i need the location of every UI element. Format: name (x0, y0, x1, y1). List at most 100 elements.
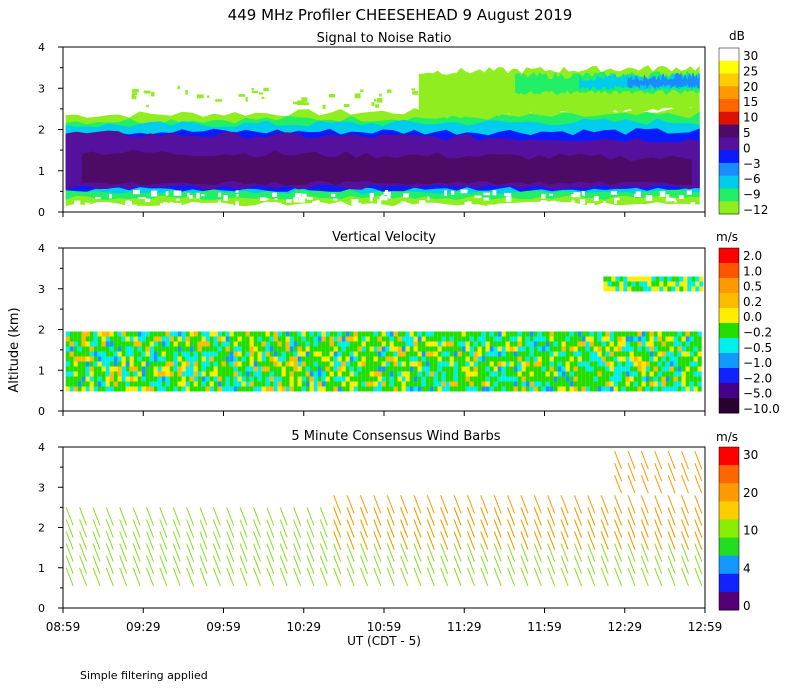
vv-cell (233, 361, 238, 367)
vv-cell (437, 336, 442, 342)
vv-cell (611, 281, 616, 287)
vv-cell (433, 371, 438, 377)
vv-cell (501, 386, 506, 392)
vv-cell (601, 366, 606, 372)
vv-cell (537, 346, 542, 352)
vv-cell (89, 366, 94, 372)
vv-cell (637, 366, 642, 372)
vv-cell (687, 286, 692, 292)
vv-cell (665, 381, 670, 387)
vv-cell (481, 366, 486, 372)
vv-cell (213, 361, 218, 367)
colorbar-label: −12 (743, 203, 768, 217)
vv-cell (97, 386, 102, 392)
vv-cell (309, 336, 314, 342)
vv-cell (589, 356, 594, 362)
vv-cell (149, 356, 154, 362)
wind-barb (533, 495, 542, 514)
vv-cell (393, 356, 398, 362)
wind-barb (319, 531, 328, 550)
vv-cell (493, 371, 498, 377)
vv-cell (265, 346, 270, 352)
vv-cell (185, 351, 190, 357)
vv-cell (505, 331, 510, 337)
vv-cell (481, 351, 486, 357)
vv-cell (161, 356, 166, 362)
vv-cell (361, 371, 366, 377)
vv-cell (529, 346, 534, 352)
vv-cell (101, 336, 106, 342)
vv-cell (557, 381, 562, 387)
vv-cell (217, 341, 222, 347)
vv-cell (185, 341, 190, 347)
vv-cell (505, 341, 510, 347)
vv-cell (377, 366, 382, 372)
vv-cell (413, 376, 418, 382)
vv-cell (657, 376, 662, 382)
vv-cell (313, 336, 318, 342)
vv-cell (213, 346, 218, 352)
vv-cell (121, 366, 126, 372)
wind-barb (400, 567, 409, 587)
vv-cell (409, 376, 414, 382)
vv-cell (529, 371, 534, 377)
vv-cell (505, 336, 510, 342)
vv-cell (385, 371, 390, 377)
snr-gap-speck (504, 192, 512, 196)
vv-cell (677, 381, 682, 387)
vv-cell (505, 386, 510, 392)
vv-cell (193, 356, 198, 362)
vv-cell (109, 331, 114, 337)
vv-cell (389, 346, 394, 352)
vv-cell (421, 386, 426, 392)
vv-cell (185, 361, 190, 367)
colorbar-label: −0.2 (743, 326, 772, 340)
vv-cell (689, 366, 694, 372)
vv-cell (669, 356, 674, 362)
vv-cell (501, 351, 506, 357)
vv-cell (605, 381, 610, 387)
vv-cell (325, 341, 330, 347)
vv-cell (241, 356, 246, 362)
wind-barb (681, 462, 689, 482)
vv-cell (277, 336, 282, 342)
vv-cell (305, 381, 310, 387)
vv-cell (305, 336, 310, 342)
wind-barb (146, 531, 154, 550)
vv-cell (549, 346, 554, 352)
vv-cell (665, 366, 670, 372)
vv-cell (485, 376, 490, 382)
vv-cell (657, 341, 662, 347)
vv-cell (593, 361, 598, 367)
vv-cell (81, 371, 86, 377)
vv-cell (73, 386, 78, 392)
vv-cell (605, 376, 610, 382)
wind-barb (560, 531, 569, 550)
vv-cell (81, 341, 86, 347)
wind-barb (65, 543, 74, 562)
vv-cell (673, 376, 678, 382)
vv-cell (133, 371, 138, 377)
snr-gap-speck (623, 205, 627, 210)
vv-cell (541, 376, 546, 382)
vv-cell (401, 331, 406, 337)
snr-gap-speck (614, 197, 620, 201)
vv-cell (529, 356, 534, 362)
vv-cell (493, 346, 498, 352)
vv-cell (105, 341, 110, 347)
vv-cell (417, 336, 422, 342)
snr-gap-speck (587, 203, 595, 209)
vv-cell (445, 341, 450, 347)
vv-cell (113, 341, 118, 347)
snr-speck (245, 96, 248, 102)
vv-cell (457, 341, 462, 347)
vv-cell (545, 386, 550, 392)
vv-cell (369, 351, 374, 357)
vv-cell (561, 386, 566, 392)
vv-cell (677, 376, 682, 382)
vv-cell (513, 346, 518, 352)
vv-cell (477, 386, 482, 392)
wind-barb (373, 543, 382, 562)
vv-cell (631, 286, 636, 292)
